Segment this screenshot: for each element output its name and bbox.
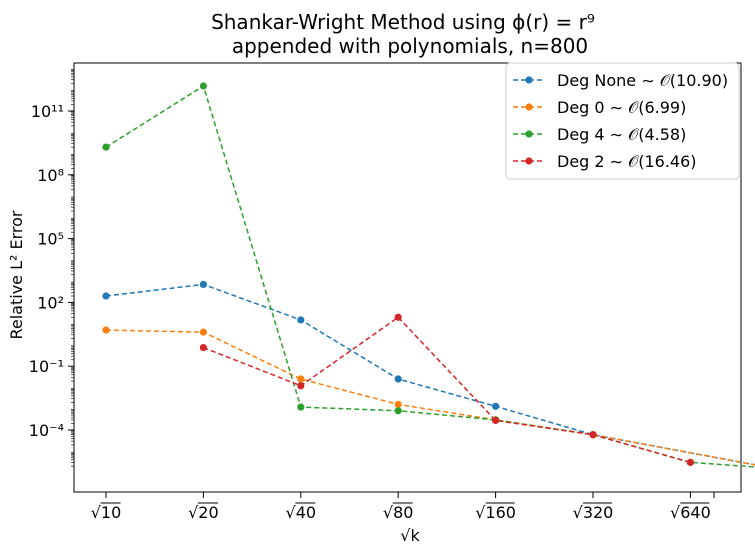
series-line-0 (105, 283, 755, 466)
x-tick-label: √640 (670, 503, 711, 522)
series-line-3 (203, 316, 691, 464)
series-point-1 (199, 328, 207, 336)
legend-marker (525, 103, 533, 111)
series-point-3 (394, 313, 402, 321)
legend-label: Deg 0 ∼ 𝒪(6.99) (557, 98, 686, 117)
series-point-0 (394, 375, 402, 383)
series-point-2 (394, 407, 402, 415)
legend-items: Deg None ∼ 𝒪(10.90) Deg 0 ∼ 𝒪(6.99) Deg 4 … (513, 71, 728, 171)
series-point-3 (199, 343, 207, 352)
y-tick-label: 10² (37, 293, 64, 312)
series-point-0 (297, 316, 305, 324)
series-point-0 (102, 292, 110, 300)
series-point-2 (297, 403, 305, 411)
series-point-2 (102, 143, 110, 151)
legend: Deg None ∼ 𝒪(10.90) Deg 0 ∼ 𝒪(6.99) Deg 4 … (505, 62, 740, 180)
x-tick-label: √80 (383, 503, 414, 522)
legend-box (505, 62, 740, 180)
y-tick-label: 10⁻¹ (29, 357, 64, 376)
series-point-0 (492, 402, 500, 410)
series-point-1 (102, 326, 110, 334)
x-axis-label: √k (400, 526, 420, 545)
series-point-1 (297, 375, 305, 383)
series-point-3 (297, 382, 305, 390)
legend-label: Deg None ∼ 𝒪(10.90) (557, 71, 728, 90)
legend-marker (525, 76, 533, 84)
y-axis-ticks: 10¹¹ 10⁸ 10⁵ 10² 10⁻¹ 10⁻⁴ (29, 69, 74, 467)
x-tick-label: √160 (475, 503, 516, 522)
y-tick-label: 10¹¹ (31, 102, 64, 121)
series-point-1 (394, 400, 402, 408)
legend-marker (525, 130, 533, 138)
chart-title-line1: Shankar-Wright Method using ϕ(r) = r⁹ (211, 10, 595, 34)
series-point-2 (199, 82, 207, 90)
series-layer (102, 82, 755, 468)
series-point-3 (686, 458, 695, 466)
series-point-0 (199, 280, 207, 289)
legend-marker (525, 157, 533, 165)
series-point-3 (589, 431, 597, 439)
legend-label: Deg 4 ∼ 𝒪(4.58) (557, 125, 686, 144)
y-tick-label: 10⁸ (37, 166, 64, 185)
x-tick-label: √40 (286, 503, 317, 522)
y-axis-label: Relative L² Error (7, 210, 26, 339)
y-tick-label: 10⁵ (37, 230, 64, 249)
x-axis-ticks: √10 √20 √40 √80 √160 √320 √640 (91, 492, 715, 522)
x-tick-label: √20 (188, 503, 219, 522)
x-tick-label: √320 (573, 503, 614, 522)
y-tick-label: 10⁻⁴ (29, 421, 64, 440)
x-tick-label: √10 (91, 503, 122, 522)
legend-label: Deg 2 ∼ 𝒪(16.46) (557, 152, 697, 171)
series-point-3 (492, 416, 500, 425)
chart-title-line2: appended with polynomials, n=800 (232, 34, 588, 58)
plot-area-frame (73, 62, 742, 493)
